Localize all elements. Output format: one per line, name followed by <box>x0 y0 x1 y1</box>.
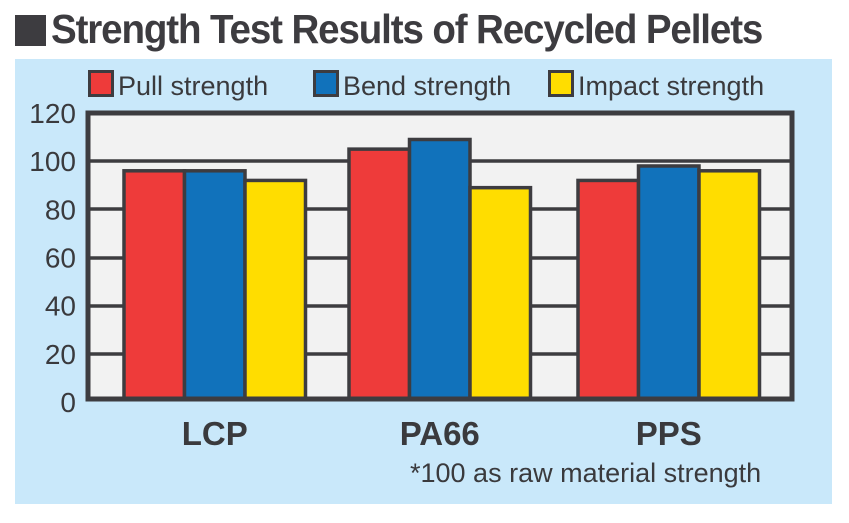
y-tick-label: 100 <box>29 146 76 177</box>
x-category-label: PA66 <box>400 415 480 452</box>
y-tick-label: 20 <box>45 339 76 370</box>
bars <box>122 137 762 401</box>
legend-swatch <box>313 70 339 97</box>
x-axis-categories: LCP PA66 PPS <box>182 415 702 452</box>
legend-item: Pull strength <box>88 70 268 101</box>
legend-label: Bend strength <box>343 71 511 101</box>
y-tick-label: 120 <box>29 98 76 129</box>
legend: Pull strength Bend strength Impact strengt… <box>88 70 764 101</box>
x-category-label: LCP <box>182 415 248 452</box>
legend-item: Impact strength <box>548 70 764 101</box>
title-square-icon <box>15 15 46 46</box>
bar-lcp-bend-strength <box>182 169 247 401</box>
bar-pps-bend-strength <box>636 164 701 401</box>
legend-label: Impact strength <box>578 71 764 101</box>
y-tick-label: 40 <box>45 291 76 322</box>
y-tick-label: 60 <box>45 243 76 274</box>
plot-frame <box>85 110 795 402</box>
bar-pps-impact-strength <box>697 169 762 401</box>
bar-pa66-pull-strength <box>347 147 412 401</box>
y-tick-label: 80 <box>45 194 76 225</box>
bar-lcp-impact-strength <box>243 178 308 401</box>
legend-swatch <box>88 70 114 97</box>
y-axis-ticks: 0 20 40 60 80 100 120 <box>29 98 76 418</box>
y-tick-label: 0 <box>60 387 76 418</box>
bar-pa66-bend-strength <box>407 137 472 401</box>
legend-swatch <box>548 70 574 97</box>
legend-label: Pull strength <box>118 71 268 101</box>
chart-title: Strength Test Results of Recycled Pellet… <box>51 6 763 52</box>
bar-pps-pull-strength <box>576 178 641 401</box>
legend-item: Bend strength <box>313 70 511 101</box>
bar-lcp-pull-strength <box>122 169 187 401</box>
bar-pa66-impact-strength <box>468 185 533 401</box>
footnote: *100 as raw material strength <box>410 458 761 488</box>
x-category-label: PPS <box>636 415 702 452</box>
